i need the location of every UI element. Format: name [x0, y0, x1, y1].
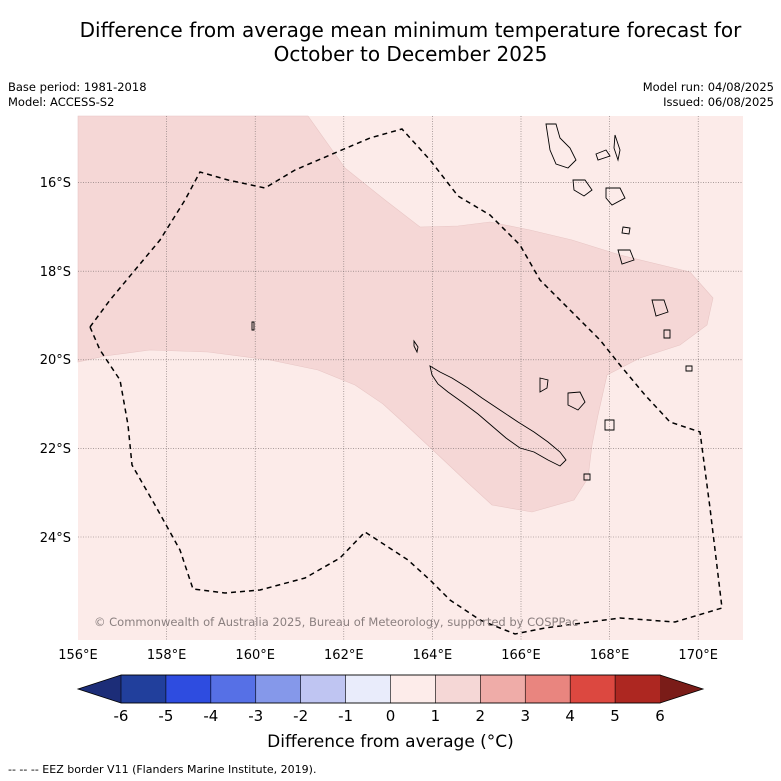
eez-border: [89, 128, 723, 635]
colorbar-bin: [569, 674, 616, 704]
colorbar-bin: [300, 674, 347, 704]
lat-label: 16°S: [40, 176, 71, 191]
colorbar-tick-label: 3: [520, 707, 530, 725]
issued-date: Issued: 06/08/2025: [663, 95, 774, 109]
colorbar-tick-label: 5: [610, 707, 620, 725]
lon-label: 160°E: [235, 648, 275, 663]
ambae: [595, 149, 611, 161]
lon-label: 168°E: [590, 648, 630, 663]
isle-of-pines: [583, 473, 591, 481]
colorbar-tick-label: -3: [248, 707, 263, 725]
chesterfield-reef: [251, 321, 255, 331]
colorbar-under-arrow: [78, 675, 121, 703]
lat-label: 24°S: [40, 531, 71, 546]
belep-islands: [413, 339, 419, 354]
colorbar-bin: [165, 674, 212, 704]
malekula: [572, 179, 593, 197]
colorbar-tick-label: 0: [386, 707, 396, 725]
colorbar-tick-label: 1: [431, 707, 441, 725]
colorbar-label: Difference from average (°C): [267, 732, 514, 752]
eez-legend-note: -- -- -- EEZ border V11 (Flanders Marine…: [8, 763, 317, 776]
colorbar-tick-label: -5: [158, 707, 173, 725]
title-line-1: Difference from average mean minimum tem…: [79, 18, 742, 42]
maewo: [613, 134, 621, 162]
espiritu-santo: [545, 123, 577, 169]
colorbar-bin: [524, 674, 571, 704]
lon-label: 170°E: [678, 648, 718, 663]
colorbar-ticks: -6 -5 -4 -3 -2 -1 0 1 2 3 4 5 6: [114, 707, 665, 725]
chart-title: Difference from average mean minimum tem…: [40, 18, 781, 66]
title-line-2: October to December 2025: [273, 42, 548, 66]
colorbar-tick-label: -1: [338, 707, 353, 725]
base-period: Base period: 1981-2018: [8, 80, 147, 94]
colorbar-bin: [255, 674, 302, 704]
coastlines: [251, 123, 693, 481]
small-island-1: [663, 329, 671, 339]
copyright-notice: © Commonwealth of Australia 2025, Bureau…: [94, 615, 578, 629]
model-run: Model run: 04/08/2025: [642, 80, 774, 94]
colorbar-outline: [76, 674, 705, 704]
colorbar-over-arrow: [660, 675, 703, 703]
colorbar-tick-label: 6: [655, 707, 665, 725]
mare: [604, 419, 615, 431]
graticule: [78, 116, 743, 640]
meta-right: Model run: 04/08/2025 Issued: 06/08/2025: [643, 80, 774, 110]
colorbar-bin: [345, 674, 392, 704]
meta-left: Base period: 1981-2018 Model: ACCESS-S2: [8, 80, 147, 110]
hunter-island-area: [651, 299, 669, 317]
erromango: [621, 226, 631, 235]
lon-label: 156°E: [58, 648, 98, 663]
colorbar-bin: [614, 674, 661, 704]
colorbar-tick-label: -4: [203, 707, 218, 725]
colorbar-bin: [210, 674, 257, 704]
colorbar-tick-label: 2: [476, 707, 486, 725]
colorbar-tick-label: -6: [114, 707, 129, 725]
efate: [605, 187, 626, 206]
lat-label: 22°S: [40, 442, 71, 457]
colorbar-tick-label: 4: [565, 707, 575, 725]
ouvea: [539, 377, 549, 393]
lon-label: 162°E: [324, 648, 364, 663]
small-island-2: [685, 365, 693, 372]
model-name: Model: ACCESS-S2: [8, 95, 115, 109]
colorbar-bin: [480, 674, 526, 704]
lon-label: 158°E: [147, 648, 187, 663]
colorbar-bin: [120, 674, 167, 704]
tanna: [617, 249, 635, 265]
colorbar-tick-label: -2: [293, 707, 308, 725]
colorbar-bin: [435, 674, 481, 704]
latitude-labels: 16°S 18°S 20°S 22°S 24°S: [40, 176, 71, 546]
colorbar-bin: [390, 674, 437, 704]
colorbar-bins: [120, 674, 661, 704]
longitude-labels: 156°E 158°E 160°E 162°E 164°E 166°E 168°…: [58, 648, 718, 663]
colorbar: -6 -5 -4 -3 -2 -1 0 1 2 3 4 5 6: [76, 674, 705, 725]
new-caledonia-grande-terre: [429, 365, 567, 467]
lat-label: 20°S: [40, 353, 71, 368]
lon-label: 166°E: [501, 648, 541, 663]
lifou: [567, 391, 586, 411]
lat-label: 18°S: [40, 265, 71, 280]
lon-label: 164°E: [413, 648, 453, 663]
anomaly-region-1-2: [77, 115, 714, 513]
